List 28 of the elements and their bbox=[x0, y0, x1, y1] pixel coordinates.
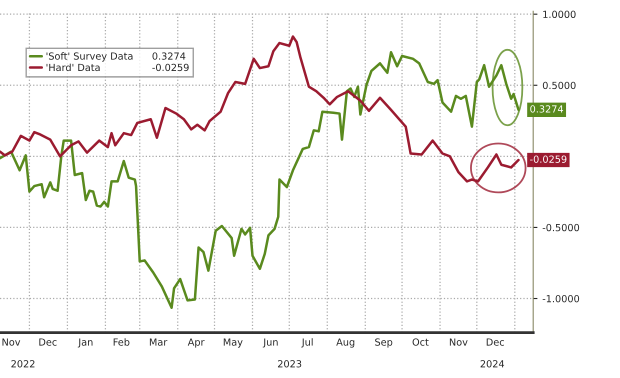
x-tick-label: Jul bbox=[301, 338, 313, 348]
x-tick-label: Apr bbox=[188, 338, 205, 348]
legend-label: 'Hard' Data bbox=[46, 64, 100, 72]
text: 2024 bbox=[480, 360, 504, 368]
x-tick-label: Mar bbox=[150, 338, 168, 346]
x-tick-label: Nov bbox=[2, 338, 20, 346]
x-tick-label: Jan bbox=[78, 338, 92, 348]
x-tick-label: Nov bbox=[450, 338, 468, 346]
x-tick-label: Jun bbox=[262, 338, 278, 348]
y-tick-label: 1.0000 bbox=[543, 10, 576, 18]
x-tick-label: Feb bbox=[114, 338, 130, 346]
y-tick-label: 0.5000 bbox=[542, 82, 576, 90]
y-tick-label: -1.0000 bbox=[542, 295, 580, 302]
x-tick-label: Aug bbox=[336, 338, 354, 348]
legend-label: 'Soft' Survey Data bbox=[46, 52, 132, 62]
x-tick-label: May bbox=[224, 338, 243, 348]
y-tick-label: -0.5000 bbox=[542, 224, 580, 232]
text: 2023 bbox=[278, 360, 302, 368]
data-label: -0.0259 bbox=[530, 156, 566, 163]
text: 2022 bbox=[11, 360, 34, 368]
data-label: 0.3274 bbox=[530, 105, 564, 113]
text: -0.0259 bbox=[152, 64, 189, 72]
x-tick-label: Sep bbox=[375, 338, 392, 348]
x-tick-label: Dec bbox=[486, 338, 504, 346]
x-tick-label: Oct bbox=[412, 338, 429, 346]
line-series bbox=[0, 51, 520, 310]
x-tick-label: Dec bbox=[39, 338, 57, 346]
text: 0.3274 bbox=[152, 52, 186, 60]
